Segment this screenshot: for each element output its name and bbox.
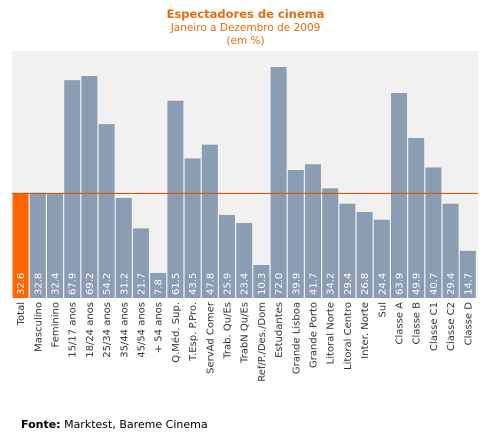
value-label: 29.4 [446,273,457,295]
category-label: 35/44 anos [119,302,130,358]
value-label: 24.4 [377,273,388,295]
category-label: Grande Porto [309,302,320,368]
category-label: TrabN Qu/Es [240,302,251,364]
chart-title: Espectadores de cinema [166,7,325,21]
category-label: Classe A [395,302,406,345]
bar [408,137,425,298]
bar [391,93,407,298]
value-label: 43.5 [188,273,199,295]
bar [150,272,167,298]
bar [29,192,46,298]
chart-subtitle: Janeiro a Dezembro de 2009 [170,22,321,34]
bar [81,76,98,298]
value-label: 21.7 [137,273,148,295]
category-label: Grande Lisboa [291,302,302,374]
category-label: + 54 anos [154,302,165,353]
bar [339,203,356,298]
bar [442,203,459,298]
bar [236,222,253,298]
bar [167,100,184,298]
value-label: 54.2 [102,273,113,295]
bar [270,67,287,298]
bar [219,214,235,298]
value-label: 31.2 [119,273,130,295]
source-label: Fonte: [21,418,61,431]
bar [98,124,115,298]
value-label: 23.4 [240,273,251,295]
bar [12,193,29,298]
bar [305,164,321,298]
source-footer: Fonte: Marktest, Bareme Cinema [21,418,208,431]
category-label: Classe C1 [429,302,440,351]
bar [459,250,476,298]
value-label: 63.9 [395,273,406,295]
value-label: 47.8 [205,273,216,295]
category-label: 15/17 anos [68,302,79,358]
value-label: 34.2 [326,273,337,295]
value-label: 7.8 [154,279,165,295]
chart-unit-note: (em %) [226,35,265,47]
category-label: Total [16,302,27,326]
category-label: Classe C2 [446,302,457,351]
bar [287,170,304,298]
category-label: Litoral Norte [326,302,337,364]
value-label: 10.3 [257,273,268,295]
value-label: 26.8 [360,273,371,295]
category-label: Feminino [51,302,62,347]
category-label: Inter. Norte [360,302,371,359]
category-label: Sul [377,302,388,317]
source-text: Marktest, Bareme Cinema [64,418,208,431]
value-label: 29.4 [343,273,354,295]
bar [115,197,132,298]
value-label: 32.4 [51,273,62,295]
bar [322,188,339,298]
bar [201,144,218,298]
category-label: Classe B [412,302,423,345]
value-label: 67.9 [68,273,79,295]
value-label: 40.7 [429,273,440,295]
category-label: Q.Méd. Sup. [170,302,182,363]
value-label: 72.0 [274,273,285,295]
category-label: 25/34 anos [102,302,113,358]
category-label: Ref/P./Des./Dom [257,302,268,382]
category-label: 45/54 anos [137,302,148,358]
value-label: 32.8 [33,273,44,295]
value-label: 14.7 [463,273,474,295]
bar [356,212,373,298]
value-label: 49.9 [412,273,423,295]
bar [47,194,63,298]
bar [133,228,149,298]
value-label: 41.7 [309,273,320,295]
category-label: ServAd Comer [205,301,216,374]
category-label: Trab. Qu/Es [223,302,234,360]
bar [373,219,390,298]
category-label: Litoral Centro [343,302,354,370]
value-label: 61.5 [171,273,182,295]
value-label: 32.6 [16,273,27,295]
category-label: Estudantes [274,302,285,358]
value-label: 39.9 [291,273,302,295]
bar [64,80,81,298]
value-label: 25.9 [223,273,234,295]
category-label: 18/24 anos [85,302,96,358]
category-label: Classe D [463,302,474,346]
value-label: 69.2 [85,273,96,295]
category-label: T.Esp. P.Pro. [188,302,199,362]
bar [253,264,270,298]
category-label: Masculino [33,302,44,352]
bar [425,167,442,298]
